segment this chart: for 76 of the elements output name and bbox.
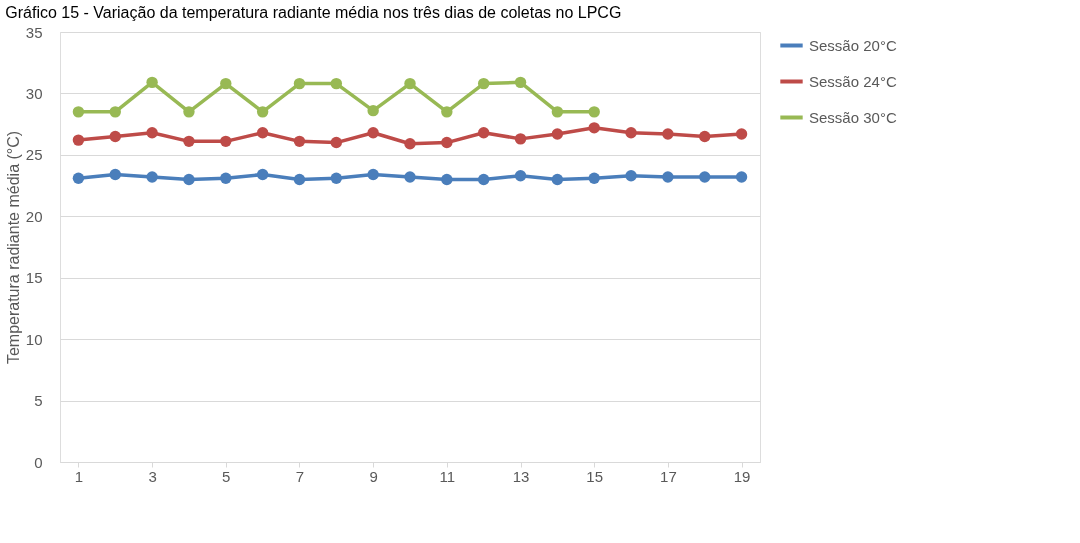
point bbox=[588, 172, 600, 184]
point bbox=[367, 168, 379, 181]
point bbox=[256, 168, 269, 181]
x-tick-label: 17 bbox=[660, 467, 677, 485]
point bbox=[404, 77, 416, 90]
point bbox=[220, 77, 232, 90]
point bbox=[441, 106, 453, 118]
point bbox=[220, 135, 232, 148]
y-tick-label: 15 bbox=[25, 269, 43, 287]
point bbox=[367, 127, 379, 139]
point bbox=[404, 138, 416, 150]
point bbox=[514, 76, 527, 89]
y-tick-label: 20 bbox=[25, 207, 43, 225]
point bbox=[330, 136, 343, 149]
legend-label: Sessão 24°C bbox=[809, 72, 897, 90]
point bbox=[109, 168, 121, 181]
legend-label: Sessão 30°C bbox=[809, 108, 897, 126]
point bbox=[662, 128, 674, 140]
x-tick-label: 11 bbox=[439, 467, 456, 485]
x-tick-label: 19 bbox=[733, 467, 751, 485]
point bbox=[551, 173, 564, 186]
point bbox=[146, 76, 158, 89]
y-tick-label: 35 bbox=[25, 23, 43, 41]
point bbox=[625, 127, 637, 139]
point bbox=[699, 171, 711, 183]
point bbox=[72, 106, 85, 118]
point bbox=[477, 173, 490, 186]
point bbox=[441, 173, 453, 186]
point bbox=[588, 106, 600, 118]
point bbox=[146, 171, 158, 183]
point bbox=[625, 170, 637, 182]
point bbox=[183, 106, 195, 118]
point bbox=[367, 104, 379, 117]
point bbox=[109, 106, 121, 118]
point bbox=[514, 133, 527, 145]
point bbox=[662, 171, 674, 183]
x-tick-label: 15 bbox=[586, 467, 604, 485]
point bbox=[183, 173, 195, 186]
chart-title: Gráfico 15 - Variação da temperatura radiante média nos três dias de coletas no LPCG bbox=[5, 4, 622, 21]
x-tick-label: 7 bbox=[295, 467, 305, 485]
y-tick-label: 0 bbox=[34, 453, 43, 471]
point bbox=[72, 134, 85, 146]
y-tick-label: 30 bbox=[25, 84, 43, 102]
y-tick-label: 5 bbox=[34, 392, 43, 410]
x-tick-label: 9 bbox=[369, 467, 378, 485]
point bbox=[293, 135, 306, 148]
point bbox=[441, 136, 453, 149]
point bbox=[735, 128, 748, 140]
point bbox=[146, 127, 158, 139]
point bbox=[72, 172, 85, 184]
point bbox=[330, 77, 343, 90]
point bbox=[699, 130, 711, 143]
point bbox=[109, 130, 121, 143]
point bbox=[551, 128, 564, 140]
point bbox=[551, 106, 564, 118]
y-tick-label: 10 bbox=[25, 330, 43, 348]
point bbox=[330, 172, 343, 184]
point bbox=[220, 172, 232, 184]
y-tick-label: 25 bbox=[25, 146, 43, 164]
point bbox=[256, 127, 269, 139]
point bbox=[293, 173, 306, 186]
x-tick-label: 3 bbox=[148, 467, 157, 485]
point bbox=[293, 77, 306, 90]
point bbox=[735, 171, 748, 183]
point bbox=[588, 122, 600, 134]
point bbox=[477, 77, 490, 90]
point bbox=[404, 171, 416, 183]
legend-label: Sessão 20°C bbox=[809, 36, 897, 54]
y-axis-title: Temperatura radiante média (°C) bbox=[4, 130, 22, 365]
x-tick-label: 1 bbox=[74, 467, 84, 485]
x-tick-label: 5 bbox=[222, 467, 231, 485]
point bbox=[183, 135, 195, 148]
point bbox=[256, 106, 269, 118]
point bbox=[514, 170, 527, 182]
x-tick-label: 13 bbox=[512, 467, 530, 485]
point bbox=[477, 127, 490, 139]
